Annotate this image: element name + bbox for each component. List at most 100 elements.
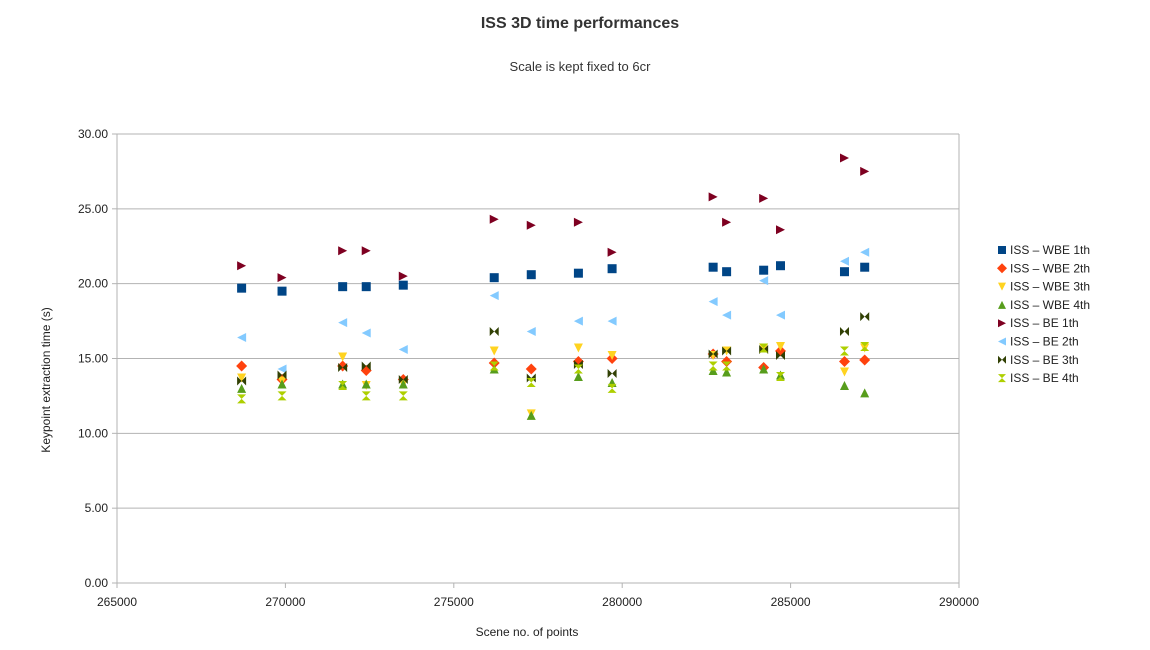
data-point <box>839 267 849 277</box>
data-point <box>338 362 348 372</box>
data-point <box>708 349 718 359</box>
data-point <box>839 367 849 377</box>
series-6 <box>237 247 870 374</box>
data-point <box>860 388 870 398</box>
data-point <box>573 364 583 374</box>
data-point <box>489 291 499 301</box>
data-point <box>398 379 408 389</box>
y-tick-label: 0.00 <box>85 576 109 590</box>
legend-marker <box>998 246 1006 254</box>
legend-marker <box>998 300 1006 309</box>
x-tick-label: 265000 <box>97 595 137 609</box>
data-point <box>398 345 408 355</box>
data-point <box>526 270 536 280</box>
legend-label: ISS – BE 2th <box>1010 335 1079 349</box>
data-point <box>759 193 769 203</box>
data-point <box>722 217 732 227</box>
y-tick-label: 25.00 <box>78 202 108 216</box>
data-point <box>489 214 499 224</box>
legend-item: ISS – WBE 2th <box>997 261 1090 275</box>
data-point <box>361 282 371 292</box>
data-point <box>338 352 348 362</box>
y-tick-label: 20.00 <box>78 277 108 291</box>
data-point <box>722 346 732 356</box>
legend-marker <box>998 355 1006 364</box>
data-point <box>237 383 247 393</box>
data-point <box>860 166 870 176</box>
data-point <box>722 361 732 371</box>
data-points <box>236 153 871 420</box>
y-tick-label: 5.00 <box>85 501 109 515</box>
data-point <box>277 370 287 380</box>
legend-label: ISS – BE 3th <box>1010 353 1079 367</box>
series-5 <box>237 153 870 283</box>
series-1 <box>237 261 870 296</box>
data-point <box>489 361 499 371</box>
chart-title: ISS 3D time performances <box>481 15 679 32</box>
legend-marker <box>998 319 1006 328</box>
data-point <box>607 383 617 393</box>
data-point <box>526 410 536 420</box>
data-point <box>775 351 785 361</box>
data-point <box>860 342 870 352</box>
x-tick-label: 280000 <box>602 595 642 609</box>
data-point <box>237 394 247 404</box>
data-point <box>607 316 617 326</box>
series-7 <box>237 312 870 386</box>
data-point <box>338 282 348 292</box>
x-tick-label: 275000 <box>434 595 474 609</box>
data-point <box>361 391 371 401</box>
data-point <box>860 247 870 257</box>
data-point <box>277 364 287 374</box>
data-point <box>277 391 287 401</box>
data-point <box>775 261 785 271</box>
data-point <box>489 327 499 337</box>
data-point <box>489 273 499 283</box>
x-tick-label: 285000 <box>771 595 811 609</box>
data-point <box>573 371 583 381</box>
data-point <box>526 220 536 230</box>
series-2 <box>236 345 871 385</box>
data-point <box>398 280 408 290</box>
data-point <box>236 360 248 372</box>
data-point <box>237 376 247 386</box>
data-point <box>398 271 408 281</box>
data-point <box>838 355 850 367</box>
x-tick-label: 290000 <box>939 595 979 609</box>
data-point <box>860 312 870 322</box>
x-axis-tick-labels: 265000 270000 275000 280000 285000 290000 <box>97 595 979 609</box>
data-point <box>237 283 247 293</box>
legend-marker <box>998 337 1006 346</box>
data-point <box>722 267 732 277</box>
data-point <box>708 262 718 272</box>
data-point <box>277 273 287 283</box>
data-point <box>775 342 785 352</box>
y-tick-label: 30.00 <box>78 127 108 141</box>
series-3 <box>237 342 870 419</box>
x-axis-title: Scene no. of points <box>476 625 579 639</box>
legend-marker <box>998 374 1006 383</box>
legend-item: ISS – BE 3th <box>998 353 1079 367</box>
data-point <box>722 367 732 377</box>
data-point <box>237 373 247 383</box>
data-point <box>708 297 718 307</box>
legend-label: ISS – WBE 1th <box>1010 243 1090 257</box>
legend-item: ISS – WBE 1th <box>998 243 1090 257</box>
gridlines <box>117 133 959 584</box>
data-point <box>573 343 583 353</box>
data-point <box>573 217 583 227</box>
data-point <box>759 276 769 286</box>
data-point <box>839 327 849 337</box>
data-point <box>759 364 769 374</box>
data-point <box>573 268 583 278</box>
data-point <box>775 225 785 235</box>
data-point <box>277 379 287 389</box>
series-8 <box>237 342 870 404</box>
data-point <box>338 246 348 256</box>
data-point <box>839 346 849 356</box>
legend-label: ISS – WBE 4th <box>1010 298 1090 312</box>
data-point <box>338 380 348 390</box>
data-point <box>607 247 617 257</box>
data-point <box>277 286 287 296</box>
